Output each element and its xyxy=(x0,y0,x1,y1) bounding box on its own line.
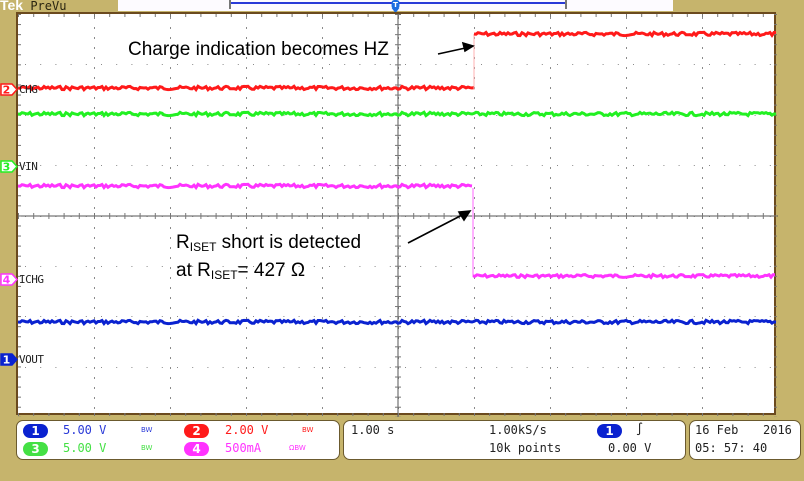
riset-annotation-line2: at RISET= 427 Ω xyxy=(176,260,305,282)
riset-R: R xyxy=(176,232,190,253)
trigger-source-badge[interactable]: 1 xyxy=(597,424,622,438)
svg-text:T: T xyxy=(393,1,398,9)
trigger-slope-icon: ∫ xyxy=(636,422,644,436)
ch3-label: VIN xyxy=(19,160,38,173)
svg-text:2: 2 xyxy=(3,84,11,97)
date: 16 Feb xyxy=(695,423,739,437)
scope-brand: Tek PreVu xyxy=(0,0,67,13)
ch2-trace xyxy=(18,30,776,93)
svg-text:3: 3 xyxy=(3,161,11,174)
riset-sub2: ISET xyxy=(210,268,238,282)
timebase-trigger-panel[interactable]: 1.00 s 1.00kS/s 10k points 1 ∫ 0.00 V xyxy=(343,420,686,460)
riset-sub: ISET xyxy=(189,240,217,254)
hz-arrow xyxy=(437,41,475,55)
riset-rest: short is detected xyxy=(216,232,362,253)
ch4-badge[interactable]: 4 xyxy=(184,442,209,456)
svg-text:1: 1 xyxy=(3,354,11,367)
trigger-position-icon[interactable]: T xyxy=(390,0,401,14)
time: 05: 57: 40 xyxy=(695,441,768,455)
ch4-label: ICHG xyxy=(19,273,44,286)
ch3-trace xyxy=(18,110,777,119)
ch2-label: CHG xyxy=(19,83,38,96)
waveform-display xyxy=(18,14,778,417)
hz-annotation: Charge indication becomes HZ xyxy=(128,39,389,61)
ch1-scale: 5.00 V xyxy=(63,423,107,437)
riset-annotation-line1: RISET short is detected xyxy=(176,232,361,254)
waveform-graticule xyxy=(16,12,778,417)
ch2-scale: 2.00 V xyxy=(225,423,269,437)
record-length: 10k points xyxy=(489,441,562,455)
ch3-scale: 5.00 V xyxy=(63,441,107,455)
ch4-trace xyxy=(18,182,775,280)
year: 2016 xyxy=(763,423,792,437)
ch4-bw-icon: ΩBW xyxy=(289,444,306,452)
acquisition-mode: PreVu xyxy=(30,0,67,13)
timebase-scale: 1.00 s xyxy=(351,423,395,437)
ch2-marker[interactable]: 2 xyxy=(0,83,18,96)
riset-at: at R xyxy=(176,260,211,281)
sample-rate: 1.00kS/s xyxy=(489,423,547,437)
svg-text:4: 4 xyxy=(3,274,11,287)
trigger-level: 0.00 V xyxy=(608,441,652,455)
brand-logo: Tek xyxy=(0,0,24,13)
ch1-trace xyxy=(18,318,777,327)
riset-value: = 427 Ω xyxy=(237,260,306,281)
ch3-bw-icon: BW xyxy=(141,444,153,452)
datetime-panel: 16 Feb 2016 05: 57: 40 xyxy=(689,420,801,460)
ch2-badge[interactable]: 2 xyxy=(184,424,209,438)
ch3-badge[interactable]: 3 xyxy=(23,442,48,456)
ch3-marker[interactable]: 3 xyxy=(0,160,18,173)
ch1-badge[interactable]: 1 xyxy=(23,424,48,438)
ch1-bw-icon: BW xyxy=(141,426,153,434)
hz-annotation-text: Charge indication becomes HZ xyxy=(128,39,389,60)
ch1-label: VOUT xyxy=(19,353,44,366)
channel-scale-panel[interactable]: 1 5.00 V BW 2 2.00 V BW 3 5.00 V BW 4 50… xyxy=(16,420,340,460)
ch4-marker[interactable]: 4 xyxy=(0,273,18,286)
ch2-bw-icon: BW xyxy=(302,426,314,434)
ch4-scale: 500mA xyxy=(225,441,262,455)
ch1-marker[interactable]: 1 xyxy=(0,353,18,366)
riset-arrow xyxy=(407,210,472,244)
